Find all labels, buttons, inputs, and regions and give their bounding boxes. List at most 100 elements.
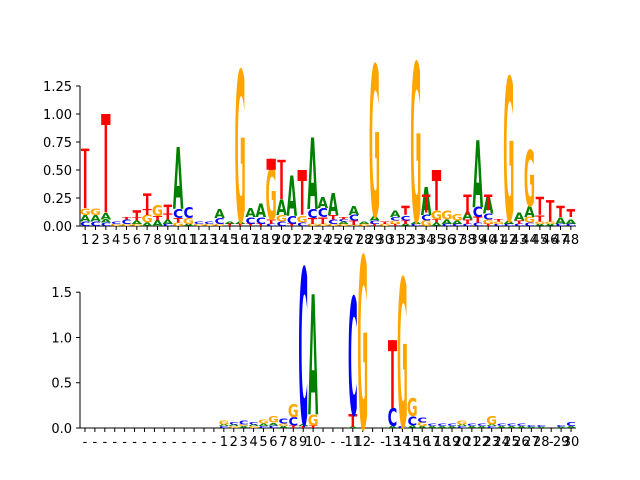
logo-letter-a: A: [516, 426, 527, 429]
logo-letter-t: T: [370, 224, 380, 227]
x-tick-label: 48: [563, 233, 580, 248]
logo-letter-g: G: [348, 225, 359, 227]
x-tick-label: 35: [428, 233, 445, 248]
logo-letter-t: T: [225, 224, 235, 227]
logo-letter-g: G: [338, 224, 349, 227]
logo-letter-c: C: [555, 224, 565, 227]
x-tick-label: 14: [211, 233, 228, 248]
logo-letter-a: A: [278, 426, 289, 429]
gap-marker: [431, 170, 442, 181]
x-tick-label: 27: [523, 435, 540, 450]
logo-letter-t: T: [390, 224, 400, 227]
logo-letter-c: C: [173, 208, 183, 222]
x-tick-label: 6: [133, 233, 141, 248]
logo-letter-a: A: [427, 426, 438, 429]
x-tick-label: 17: [242, 233, 259, 248]
logo-letter-c: C: [287, 214, 297, 226]
logo-letter-a: A: [183, 224, 194, 227]
logo-letter-c: C: [504, 224, 514, 227]
logo-letter-g: G: [417, 422, 428, 427]
logo-letter-a: A: [387, 426, 398, 429]
logo-letter-t: T: [308, 217, 318, 226]
logo-letter-a: A: [287, 167, 298, 230]
x-tick-label: 3: [240, 435, 248, 450]
x-tick-label: 45: [532, 233, 549, 248]
logo-letter-g: G: [193, 224, 204, 227]
logo-letter-c: C: [388, 404, 398, 433]
logo-letter-a: A: [526, 427, 537, 428]
logo-letter-a: A: [556, 427, 567, 428]
x-tick-label: -: [202, 435, 207, 450]
logo-letter-c: C: [442, 224, 452, 227]
x-tick-label: 1: [81, 233, 89, 248]
x-tick-label: -: [212, 435, 217, 450]
gap-marker: [101, 114, 111, 125]
logo-letter-t: T: [463, 219, 473, 226]
logo-letter-c: C: [417, 416, 427, 425]
logo-letter-g: G: [248, 426, 259, 429]
x-tick-label: 37: [449, 233, 466, 248]
logo-letter-a: A: [566, 219, 578, 226]
x-tick-label: 29: [553, 435, 570, 450]
logo-letter-t: T: [153, 215, 163, 222]
logo-letter-g: G: [483, 219, 494, 226]
gap-marker: [297, 170, 307, 181]
logo-letter-a: A: [173, 132, 184, 230]
x-tick-label: 21: [464, 435, 481, 450]
x-tick-label: 1: [220, 435, 228, 450]
logo-letter-g: G: [369, 24, 380, 265]
logo-letter-a: A: [132, 220, 143, 225]
x-tick-label: 38: [459, 233, 476, 248]
logo-letter-g: G: [524, 135, 535, 224]
logo-letter-t: T: [380, 221, 390, 224]
logo-letter-a: A: [497, 426, 508, 429]
logo-letter-a: A: [407, 425, 418, 429]
logo-letter-c: C: [517, 423, 527, 427]
logo-letter-c: C: [259, 426, 269, 429]
logo-letter-c: C: [288, 415, 298, 428]
x-tick-label: 18: [253, 233, 270, 248]
logo-letter-a: A: [245, 207, 256, 221]
logo-letter-t: T: [235, 224, 245, 227]
x-tick-label: 43: [511, 233, 528, 248]
logo-letter-a: A: [249, 424, 260, 427]
logo-letter-t: T: [309, 425, 319, 429]
logo-letter-g: G: [503, 38, 514, 267]
logo-letter-c: C: [80, 221, 90, 228]
x-tick-label: 30: [563, 435, 580, 450]
logo-letter-c: C: [121, 219, 131, 226]
x-tick-label: 46: [542, 233, 559, 248]
logo-letter-a: A: [442, 219, 454, 226]
logo-letter-g: G: [90, 206, 101, 217]
logo-letter-g: G: [457, 420, 468, 425]
y-tick-label: 1.0: [51, 331, 72, 346]
x-tick-label: 9: [299, 435, 307, 450]
logo-letter-a: A: [457, 424, 468, 427]
logo-letter-a: A: [90, 213, 101, 224]
logo-letter-g: G: [142, 213, 153, 225]
logo-letter-g: G: [407, 394, 418, 423]
x-tick-label: 28: [356, 233, 373, 248]
logo-letter-t: T: [289, 425, 299, 429]
logo-letter-a: A: [152, 219, 163, 228]
logo-letter-a: A: [487, 424, 498, 427]
x-tick-label: 42: [501, 233, 518, 248]
logo-letter-a: A: [359, 221, 370, 224]
logo-letter-g: G: [524, 216, 535, 225]
logo-letter-c: C: [111, 221, 121, 224]
x-tick-label: -: [142, 435, 147, 450]
logo-letter-a: A: [235, 221, 246, 224]
x-tick-label: 13: [384, 435, 401, 450]
logo-letter-g: G: [493, 221, 504, 224]
logo-letter-a: A: [101, 211, 112, 222]
logo-letter-c: C: [348, 265, 358, 452]
y-tick-label: 0.0: [51, 422, 72, 437]
logo-letter-a: A: [462, 210, 473, 222]
logo-letter-t: T: [348, 411, 357, 431]
x-tick-label: 15: [222, 233, 239, 248]
x-tick-label: 16: [232, 233, 249, 248]
logo-letter-g: G: [486, 414, 497, 427]
logo-letter-a: A: [229, 424, 240, 427]
logo-letter-t: T: [256, 224, 266, 227]
logo-letter-a: A: [555, 215, 566, 226]
